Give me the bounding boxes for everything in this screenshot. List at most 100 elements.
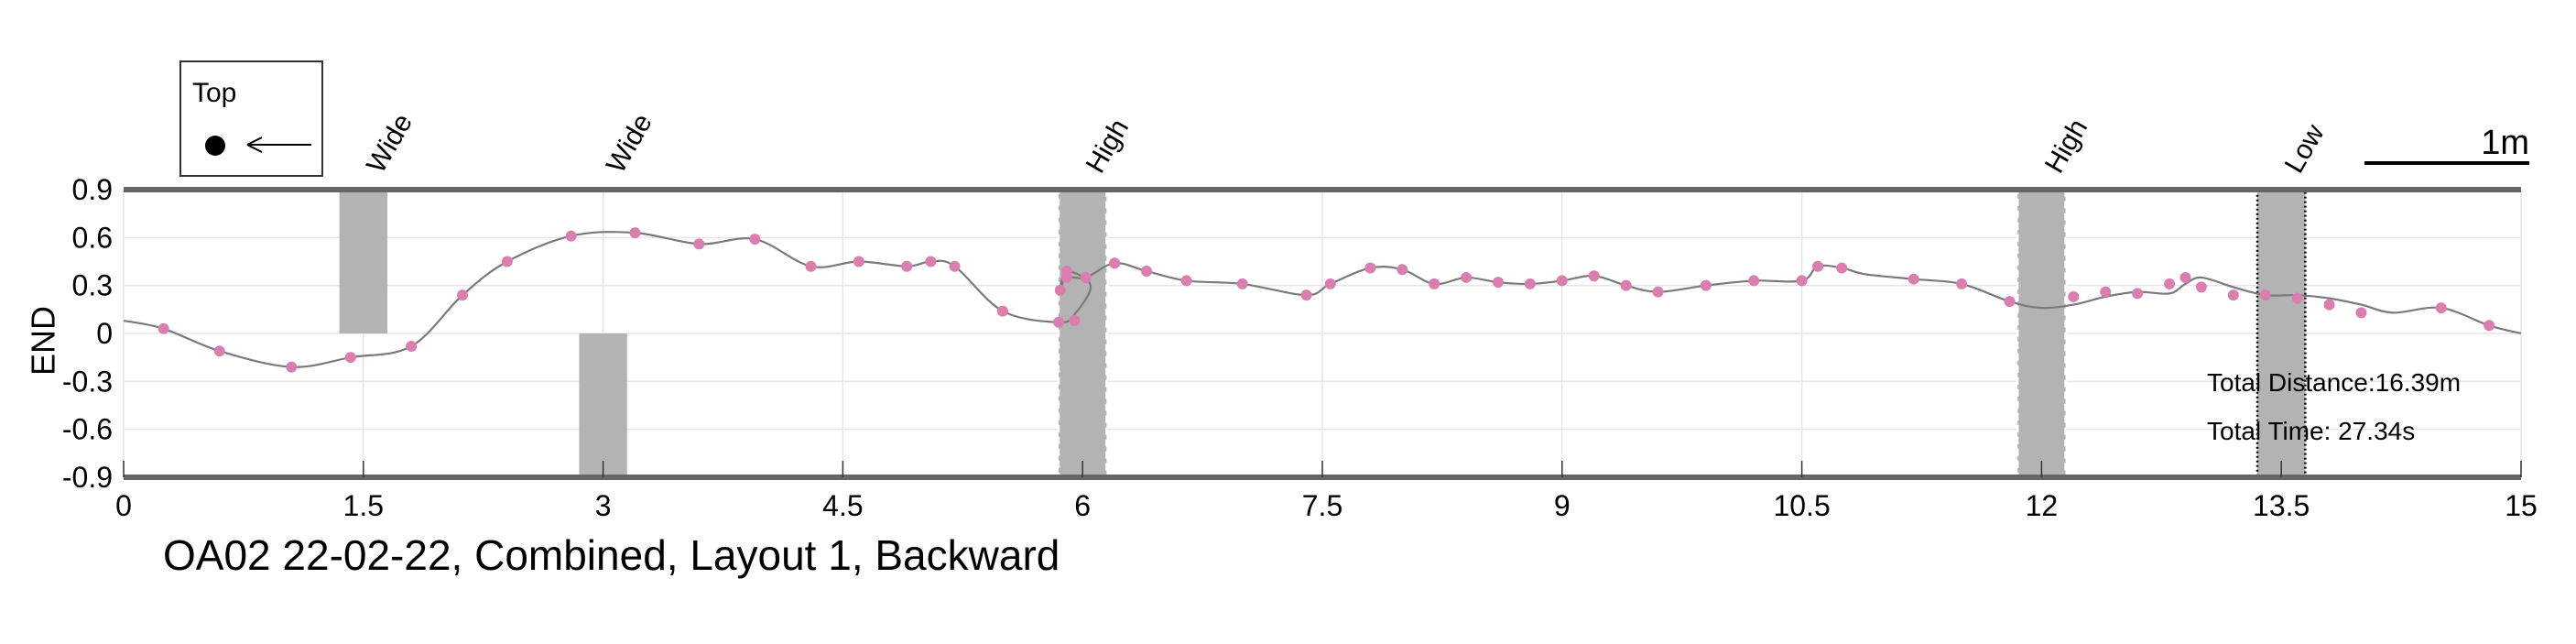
scale-bar: 1m: [2364, 124, 2529, 165]
trajectory-marker: [1492, 277, 1504, 289]
grid: [123, 189, 2522, 478]
trajectory-marker: [1060, 271, 1072, 283]
trajectory-marker: [1796, 275, 1808, 287]
trajectory-marker: [1180, 275, 1192, 287]
trajectory-marker: [1620, 279, 1632, 291]
trajectory-marker: [1652, 286, 1664, 298]
trajectory-marker: [565, 230, 577, 242]
trajectory-marker: [1324, 278, 1336, 289]
trajectory-marker: [286, 361, 298, 373]
trajectory-marker: [805, 260, 817, 272]
trajectory-marker: [1588, 270, 1600, 282]
trajectory-marker: [2195, 281, 2207, 293]
trajectory-marker: [1836, 262, 1848, 274]
legend: Top: [179, 60, 323, 177]
trajectory-marker: [1054, 284, 1066, 296]
trajectory-marker: [1429, 278, 1440, 289]
x-tick-label: 3: [595, 489, 612, 522]
trajectory-marker: [1053, 316, 1065, 328]
legend-dot-icon: [205, 136, 225, 156]
obstacle-label: High: [2039, 115, 2093, 179]
y-tick-label: -0.6: [62, 413, 113, 446]
trajectory-marker: [2132, 288, 2144, 300]
trajectory-marker: [2435, 302, 2447, 314]
tick-labels: 0 1.5 3 4.5 6 7.5 9 10.5 12 13.5 15 0.9 0.6 0.3 0 -0.3 -…: [62, 173, 2538, 522]
obstacle-bar: [339, 190, 387, 333]
trajectory-marker: [213, 345, 225, 357]
y-tick-label: 0.9: [72, 173, 113, 206]
obstacle-label: Low: [2279, 119, 2331, 178]
trajectory-marker: [501, 256, 513, 267]
trajectory-marker: [1300, 289, 1312, 301]
trajectory-marker: [1236, 278, 1248, 289]
trajectory-marker: [2179, 271, 2191, 283]
obstacle-bar: [2016, 188, 2067, 479]
obstacle-labels: Wide Wide High High Low: [361, 109, 2331, 179]
trajectory-marker: [2227, 289, 2239, 301]
trajectory-marker: [344, 352, 356, 364]
trajectory-marker: [2100, 286, 2112, 298]
trajectory-marker: [2484, 320, 2495, 332]
trajectory-marker: [2004, 296, 2016, 308]
trajectory-marker: [158, 322, 169, 334]
obstacle-bar: [579, 333, 627, 477]
obstacle-bar: [1057, 188, 1108, 479]
total-time-label: Total Time: 27.34s: [2207, 417, 2415, 445]
x-tick-label: 10.5: [1773, 489, 1830, 522]
x-tick-label: 4.5: [822, 489, 863, 522]
trajectory-marker: [1461, 271, 1473, 283]
x-tick-label: 12: [2026, 489, 2059, 522]
legend-box: [179, 60, 323, 177]
trajectory-marker: [1812, 260, 1824, 272]
trajectory-marker: [1908, 273, 1919, 285]
obstacle-label: High: [1081, 115, 1135, 179]
total-distance-label: Total Distance:16.39m: [2207, 368, 2461, 397]
y-tick-label: -0.3: [62, 365, 113, 398]
y-tick-label: 0: [96, 317, 113, 350]
trajectory-markers: [158, 227, 2495, 373]
axes: [123, 187, 2522, 480]
chart-title: OA02 22-02-22, Combined, Layout 1, Backw…: [163, 531, 1060, 579]
trajectory-marker: [2355, 307, 2367, 319]
trajectory-marker: [901, 260, 913, 272]
trajectory-marker: [1748, 275, 1760, 287]
trajectory-marker: [1956, 278, 1968, 289]
y-axis-label: END: [25, 306, 62, 376]
trajectory-marker: [1080, 271, 1092, 283]
trajectory-marker: [996, 305, 1008, 317]
trajectory-marker: [1397, 264, 1408, 276]
trajectory-marker: [693, 238, 705, 250]
trajectory-marker: [1524, 278, 1536, 289]
trajectory-marker: [2291, 292, 2303, 304]
trajectory-marker: [1069, 315, 1081, 327]
y-tick-label: -0.9: [62, 461, 113, 494]
obstacle-bars: [339, 188, 2307, 479]
trajectory-marker: [2259, 289, 2271, 301]
x-tick-label: 13.5: [2253, 489, 2310, 522]
trajectory-marker: [1364, 262, 1376, 274]
trajectory-marker: [406, 340, 418, 352]
trajectory-marker: [629, 227, 641, 239]
x-tick-label: 1.5: [343, 489, 384, 522]
legend-label: Top: [192, 78, 236, 108]
trajectory-marker: [2164, 278, 2176, 289]
x-tick-label: 15: [2505, 489, 2538, 522]
trajectory-marker: [2323, 299, 2335, 311]
trajectory-marker: [1556, 275, 1568, 287]
trajectory-marker: [1700, 279, 1712, 291]
trajectory-marker: [2068, 290, 2080, 302]
x-tick-label: 0: [115, 489, 132, 522]
obstacle-label: Wide: [601, 109, 658, 179]
trajectory-marker: [1141, 265, 1153, 277]
y-tick-label: 0.3: [72, 269, 113, 302]
trajectory-marker: [925, 256, 937, 267]
obstacle-label: Wide: [361, 109, 418, 179]
trajectory-marker: [853, 256, 864, 267]
scale-bar-label: 1m: [2481, 124, 2529, 162]
trajectory-marker: [749, 234, 761, 246]
x-tick-label: 9: [1554, 489, 1571, 522]
trajectory-marker: [949, 260, 961, 272]
y-tick-label: 0.6: [72, 221, 113, 254]
trajectory-marker: [1109, 257, 1121, 269]
